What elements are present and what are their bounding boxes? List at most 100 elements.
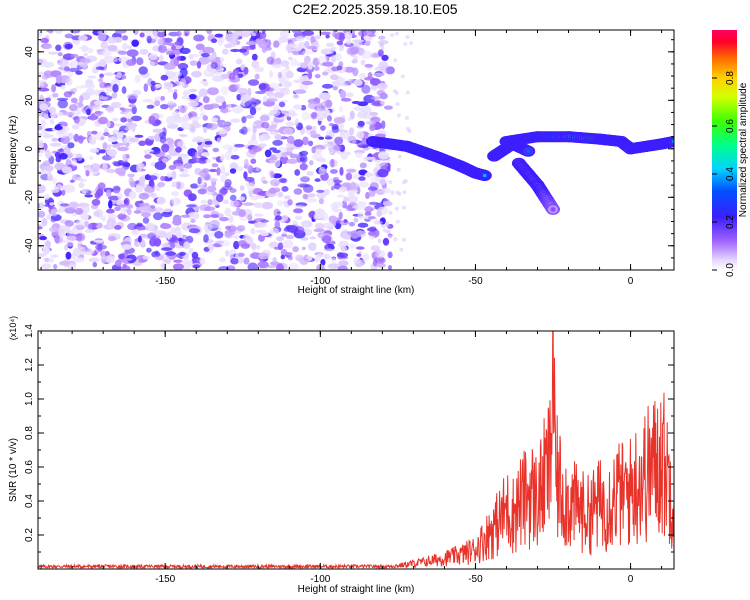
noise-speckle bbox=[221, 48, 229, 55]
noise-speckle bbox=[216, 137, 222, 144]
noise-speckle bbox=[319, 92, 331, 101]
noise-speckle bbox=[159, 30, 164, 33]
noise-speckle bbox=[75, 220, 85, 230]
noise-speckle bbox=[207, 243, 215, 250]
noise-speckle bbox=[185, 235, 194, 244]
noise-speckle bbox=[318, 136, 325, 140]
noise-speckle bbox=[142, 217, 150, 224]
noise-speckle bbox=[179, 168, 185, 172]
noise-speckle bbox=[286, 158, 298, 164]
noise-speckle bbox=[130, 115, 142, 122]
noise-speckle bbox=[253, 221, 260, 228]
noise-speckle bbox=[294, 118, 299, 127]
noise-speckle bbox=[252, 125, 257, 134]
noise-speckle bbox=[57, 52, 63, 57]
noise-speckle bbox=[333, 116, 346, 124]
noise-speckle bbox=[65, 77, 73, 86]
noise-speckle bbox=[144, 154, 152, 159]
noise-speckle bbox=[99, 73, 104, 78]
noise-speckle bbox=[247, 262, 258, 270]
noise-speckle bbox=[365, 171, 371, 179]
x-tick-label: -100 bbox=[310, 574, 330, 585]
noise-speckle bbox=[114, 167, 127, 175]
noise-speckle bbox=[302, 136, 309, 146]
noise-speckle bbox=[269, 227, 280, 235]
noise-speckle bbox=[275, 215, 282, 221]
noise-speckle bbox=[114, 259, 122, 267]
noise-speckle bbox=[302, 30, 315, 36]
noise-speckle bbox=[111, 92, 118, 99]
noise-speckle bbox=[67, 67, 80, 72]
noise-speckle bbox=[137, 235, 142, 243]
noise-speckle bbox=[170, 227, 177, 234]
noise-speckle bbox=[237, 240, 247, 247]
noise-speckle bbox=[197, 176, 202, 185]
noise-speckle bbox=[214, 231, 224, 239]
noise-speckle bbox=[171, 71, 183, 78]
noise-speckle bbox=[269, 179, 281, 187]
noise-speckle bbox=[64, 220, 75, 227]
noise-speckle bbox=[342, 233, 352, 241]
noise-speckle bbox=[71, 226, 78, 235]
spectrogram-axes: -150 -100 -50 0 -40 -20 0 20 40 bbox=[24, 30, 674, 287]
noise-speckle bbox=[77, 245, 84, 251]
noise-speckle bbox=[330, 158, 335, 168]
noise-speckle bbox=[107, 222, 113, 229]
noise-speckle bbox=[46, 169, 52, 177]
noise-speckle bbox=[278, 178, 287, 183]
noise-speckle bbox=[43, 45, 52, 49]
y-tick-label: 1.4 bbox=[24, 324, 35, 338]
noise-speckle bbox=[272, 63, 282, 69]
noise-speckle bbox=[339, 129, 345, 138]
noise-speckle bbox=[50, 111, 57, 119]
noise-speckle bbox=[72, 256, 85, 263]
noise-speckle bbox=[182, 156, 190, 164]
noise-speckle bbox=[189, 60, 198, 66]
noise-speckle bbox=[127, 45, 132, 50]
noise-speckle bbox=[244, 176, 255, 182]
noise-speckle bbox=[132, 89, 142, 96]
noise-speckle bbox=[192, 264, 201, 269]
noise-speckle bbox=[311, 146, 316, 154]
noise-speckle bbox=[340, 150, 348, 160]
noise-speckle bbox=[158, 114, 164, 119]
noise-speckle bbox=[331, 201, 344, 208]
noise-speckle bbox=[392, 89, 397, 94]
noise-speckle bbox=[334, 53, 342, 61]
noise-speckle bbox=[364, 63, 374, 68]
snr-y-label: SNR (10 * v/v) bbox=[8, 438, 19, 502]
noise-speckle bbox=[186, 204, 197, 208]
noise-speckle bbox=[403, 41, 408, 46]
noise-speckle bbox=[387, 251, 393, 259]
y-tick-label: -40 bbox=[24, 238, 35, 253]
noise-speckle bbox=[149, 151, 161, 155]
noise-speckle bbox=[238, 48, 247, 53]
noise-speckle bbox=[179, 78, 186, 87]
noise-speckle bbox=[202, 46, 215, 54]
noise-speckle bbox=[347, 182, 360, 191]
noise-speckle bbox=[65, 251, 72, 260]
noise-speckle bbox=[114, 123, 122, 127]
noise-speckle bbox=[250, 242, 257, 250]
noise-speckle bbox=[273, 40, 280, 48]
noise-speckle bbox=[200, 199, 207, 204]
noise-speckle bbox=[50, 254, 59, 258]
noise-speckle bbox=[378, 151, 390, 160]
noise-speckle bbox=[49, 202, 54, 206]
noise-speckle bbox=[64, 33, 74, 39]
noise-speckle bbox=[251, 133, 257, 141]
noise-speckle bbox=[221, 185, 233, 190]
noise-speckle bbox=[351, 205, 360, 209]
noise-speckle bbox=[364, 156, 376, 160]
noise-speckle bbox=[236, 87, 248, 94]
noise-speckle bbox=[300, 104, 307, 111]
noise-speckle bbox=[217, 119, 227, 128]
noise-speckle bbox=[190, 219, 196, 223]
noise-speckle bbox=[293, 188, 303, 195]
noise-speckle bbox=[150, 192, 157, 198]
noise-speckle bbox=[163, 81, 174, 90]
noise-speckle bbox=[124, 127, 132, 131]
noise-speckle bbox=[92, 261, 98, 268]
noise-speckle bbox=[313, 228, 325, 233]
noise-speckle bbox=[300, 237, 309, 241]
